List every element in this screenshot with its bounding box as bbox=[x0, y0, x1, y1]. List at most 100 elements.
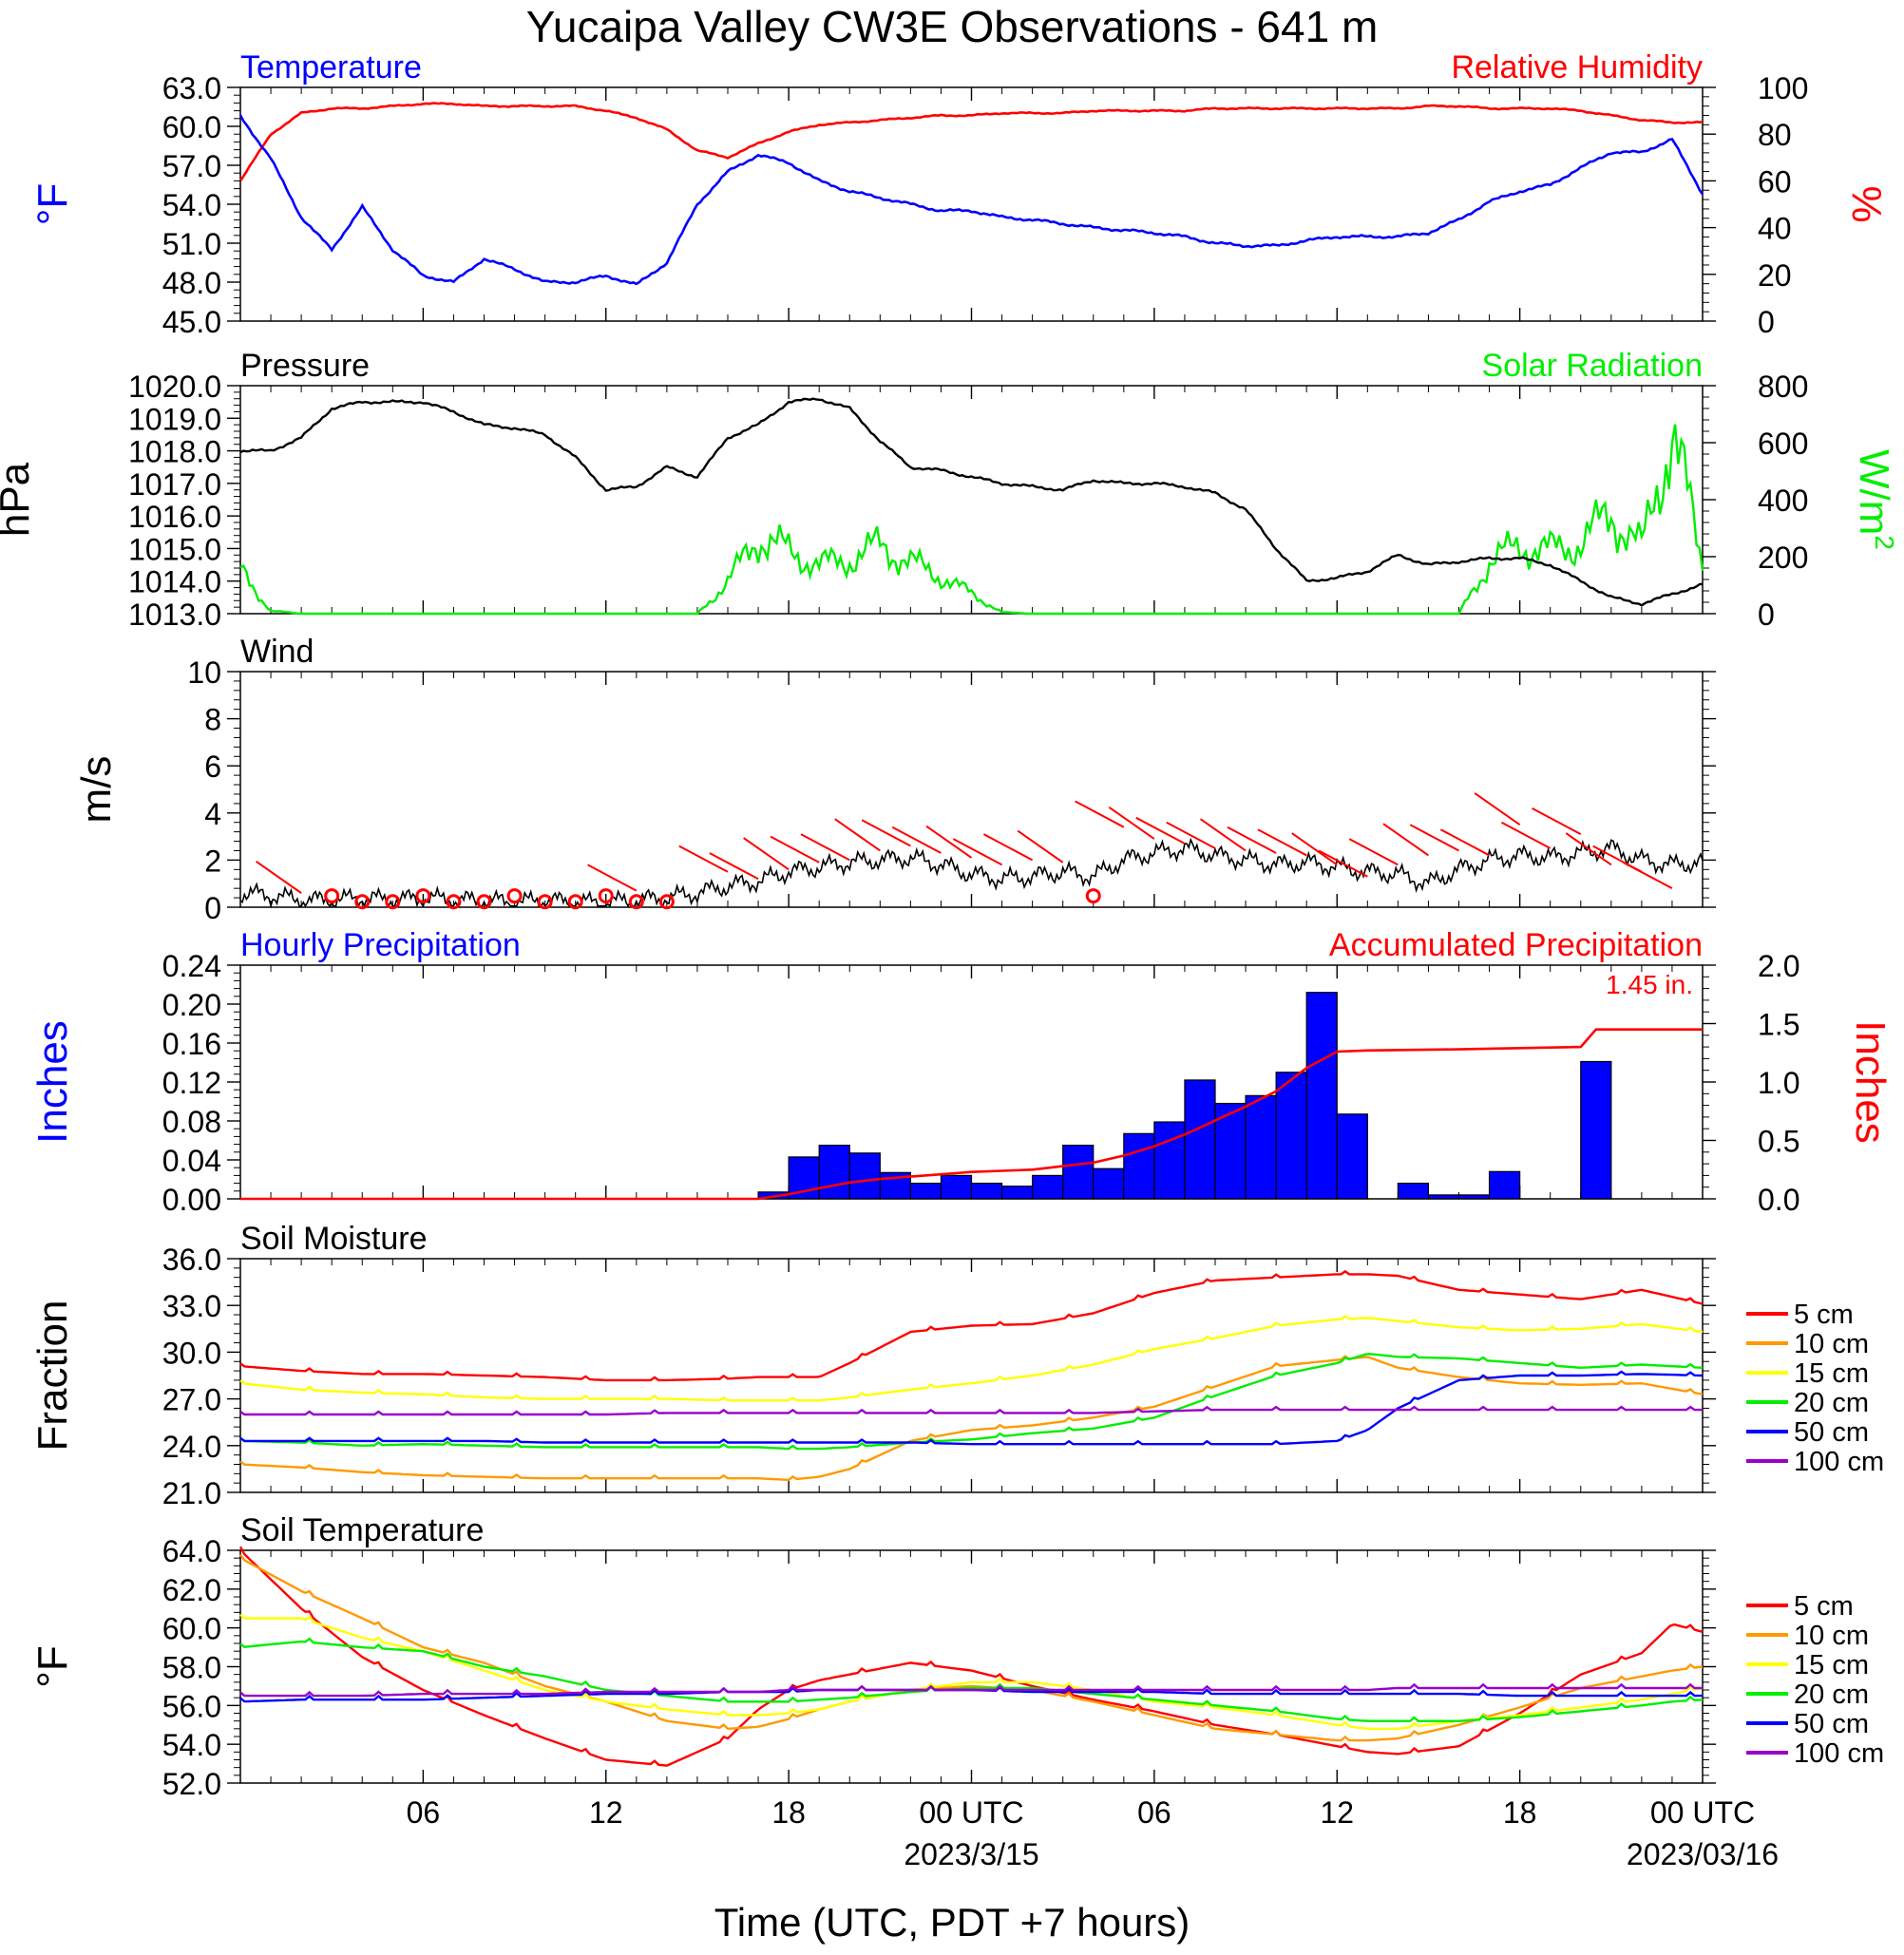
series-50cm bbox=[239, 1370, 1704, 1446]
x-tick-label: 18 bbox=[771, 1795, 806, 1830]
x-tick-label: 00 UTC bbox=[919, 1795, 1023, 1830]
legend-label: 5 cm bbox=[1794, 1591, 1854, 1622]
wind-barb bbox=[834, 818, 881, 852]
x-tick-label: 00 UTC bbox=[1650, 1795, 1755, 1830]
y-tick-label: 54.0 bbox=[162, 1728, 221, 1762]
y-axis-label-wind: m/s bbox=[73, 756, 120, 824]
y-tick-label: 63.0 bbox=[162, 71, 221, 105]
wind-barb bbox=[1291, 832, 1338, 866]
series-5cm bbox=[239, 1269, 1704, 1382]
calm-wind-marker bbox=[537, 894, 553, 910]
y-tick-label: 0.04 bbox=[162, 1144, 221, 1178]
wind-barb bbox=[925, 825, 973, 859]
y-tick-label-right: 2.0 bbox=[1758, 949, 1799, 983]
y-tick-label-right: 40 bbox=[1758, 212, 1792, 246]
precip-bar bbox=[1275, 1072, 1307, 1200]
x-tick-label: 18 bbox=[1503, 1795, 1537, 1830]
precip-bar bbox=[1457, 1194, 1491, 1200]
y-tick-label-right: 1.0 bbox=[1758, 1066, 1799, 1100]
y-tick-label: 0 bbox=[204, 891, 221, 925]
precip-bar bbox=[1184, 1079, 1216, 1200]
legend-label: 50 cm bbox=[1794, 1417, 1869, 1448]
accumulated-total-label: 1.45 in. bbox=[1606, 970, 1693, 999]
y-tick-label-right: 800 bbox=[1758, 370, 1808, 404]
y-tick-label: 62.0 bbox=[162, 1573, 221, 1607]
precip-bar bbox=[1123, 1132, 1155, 1200]
wind-barb bbox=[1501, 821, 1552, 849]
series-10cm bbox=[239, 1355, 1704, 1482]
precip-bar bbox=[1336, 1113, 1368, 1200]
wind-barb bbox=[982, 833, 1034, 862]
y-tick-label: 1019.0 bbox=[128, 402, 221, 436]
y-tick-label: 1018.0 bbox=[128, 435, 221, 469]
x-date-label: 2023/03/16 bbox=[1627, 1837, 1779, 1871]
wind-barb bbox=[1227, 826, 1277, 854]
panel-temperature-humidity: 63.0 60.0 57.0 54.0 51.0 48.0 45.0 100 80 60 40 20 0… bbox=[29, 49, 1890, 339]
series-20cm bbox=[239, 1637, 1704, 1722]
y-tick-label-right: 200 bbox=[1758, 541, 1808, 575]
precip-bar bbox=[940, 1174, 973, 1200]
precip-bar bbox=[1245, 1094, 1277, 1200]
series-100cm bbox=[239, 1405, 1703, 1416]
y-tick-label: 48.0 bbox=[162, 266, 221, 300]
y-axis-label-soil-moisture: Fraction bbox=[29, 1300, 76, 1452]
y-tick-label: 8 bbox=[204, 703, 221, 737]
legend-label: 10 cm bbox=[1794, 1329, 1869, 1359]
precip-bar bbox=[909, 1182, 942, 1200]
y-tick-label: 33.0 bbox=[162, 1289, 221, 1323]
legend-label: 100 cm bbox=[1794, 1447, 1884, 1477]
y-tick-label: 4 bbox=[204, 797, 221, 831]
precip-bar bbox=[848, 1152, 881, 1200]
legend-label: 50 cm bbox=[1794, 1709, 1869, 1739]
wind-barb bbox=[1199, 818, 1247, 852]
x-tick-label: 06 bbox=[407, 1795, 441, 1830]
y-tick-label: 10 bbox=[187, 655, 221, 690]
legend-label: 10 cm bbox=[1794, 1621, 1869, 1651]
panel-title-accum-precip: Accumulated Precipitation bbox=[1329, 927, 1703, 963]
y-tick-label: 30.0 bbox=[162, 1336, 221, 1370]
panel-title-temperature: Temperature bbox=[240, 49, 422, 85]
y-tick-label: 21.0 bbox=[162, 1476, 221, 1510]
y-tick-label: 54.0 bbox=[162, 188, 221, 222]
y-tick-label: 60.0 bbox=[162, 1612, 221, 1646]
wind-barb bbox=[1623, 862, 1673, 890]
y-tick-label-right: 60 bbox=[1758, 164, 1792, 199]
precip-bar bbox=[1000, 1186, 1034, 1200]
precip-bar bbox=[1427, 1194, 1460, 1200]
precip-bar bbox=[970, 1182, 1003, 1200]
y-tick-label: 64.0 bbox=[162, 1534, 221, 1568]
y-tick-label: 1017.0 bbox=[128, 467, 221, 502]
y-tick-label: 60.0 bbox=[162, 110, 221, 144]
wind-barb bbox=[1318, 849, 1368, 878]
y-tick-label-right: 400 bbox=[1758, 484, 1808, 518]
wind-barb bbox=[1382, 823, 1430, 857]
wind-barb bbox=[1532, 807, 1582, 836]
y-tick-label-right: 0 bbox=[1758, 305, 1775, 339]
y-axis-label-hourly: Inches bbox=[29, 1020, 76, 1144]
series-20cm bbox=[239, 1353, 1704, 1451]
y-tick-label-right: 0 bbox=[1758, 598, 1775, 632]
x-tick-label: 12 bbox=[1320, 1795, 1354, 1830]
wind-barb bbox=[770, 835, 820, 864]
wind-barb bbox=[743, 837, 790, 871]
y-tick-label-right: 1.5 bbox=[1758, 1008, 1799, 1042]
calm-wind-marker bbox=[598, 888, 614, 904]
calm-wind-marker bbox=[1085, 888, 1101, 904]
calm-wind-marker bbox=[506, 888, 523, 904]
series-relative-humidity bbox=[238, 102, 1704, 182]
panel-title-soil-moisture: Soil Moisture bbox=[240, 1221, 428, 1257]
panel-pressure-solar: 1020.01019.01018.01017.01016.01015.01014… bbox=[0, 348, 1899, 632]
y-tick-label: 45.0 bbox=[162, 305, 221, 339]
y-tick-label: 6 bbox=[204, 750, 221, 784]
series-5cm bbox=[238, 1546, 1704, 1767]
series-temperature bbox=[238, 114, 1704, 286]
precip-bar bbox=[1580, 1060, 1612, 1200]
wind-barb bbox=[1565, 832, 1612, 866]
legend-label: 15 cm bbox=[1794, 1358, 1869, 1389]
panels: 63.060.057.054.051.048.045.0100806040200… bbox=[0, 49, 1899, 1871]
precip-bar bbox=[1397, 1182, 1430, 1200]
wind-barb bbox=[1166, 821, 1216, 849]
legend-label: 20 cm bbox=[1794, 1680, 1869, 1710]
